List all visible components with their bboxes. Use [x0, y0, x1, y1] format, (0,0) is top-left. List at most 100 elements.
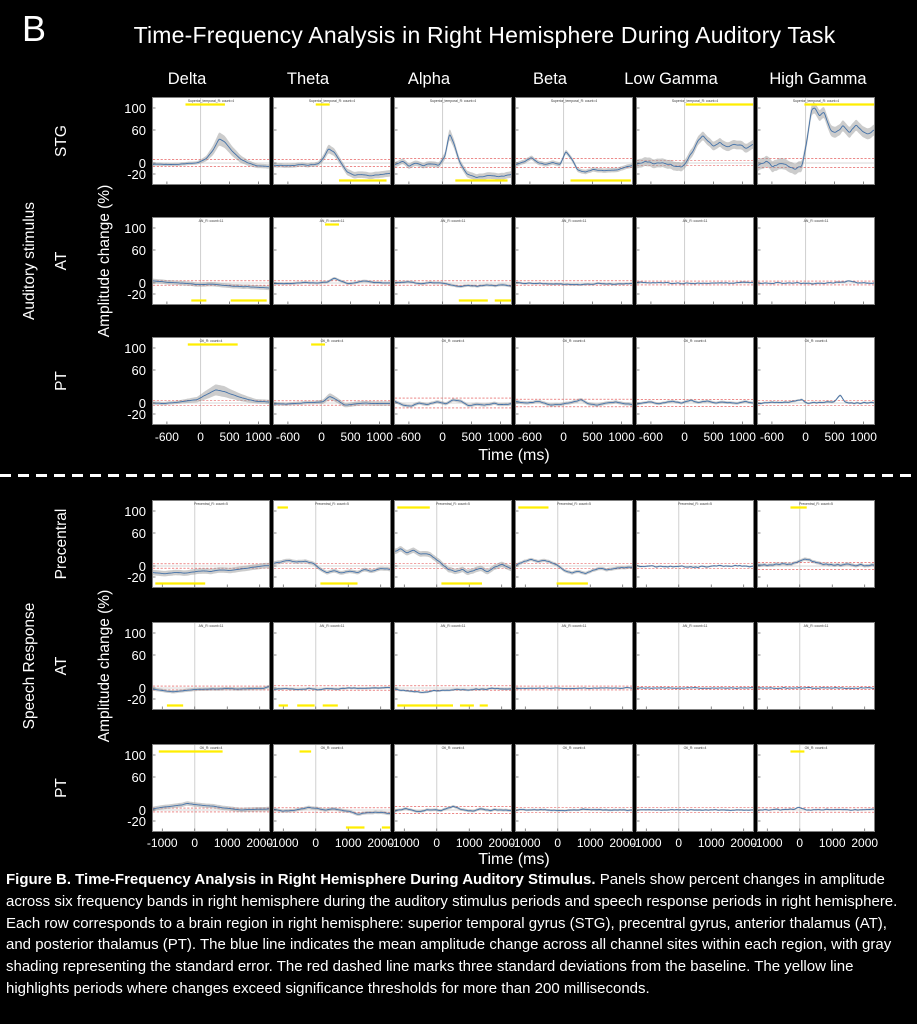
x-tick-label: -1000 [630, 836, 662, 850]
x-tick-label: 1000 [487, 430, 514, 444]
x-tick-label: -1000 [267, 836, 299, 850]
x-axis-label-speech: Time (ms) [478, 851, 550, 868]
x-tick-label: -600 [759, 430, 784, 444]
x-tick-label: 1000 [608, 430, 635, 444]
panel-title: Precentral_R: count=5 [678, 502, 712, 506]
column-header-low-gamma: Low Gamma [624, 70, 718, 88]
x-tick-label: 0 [802, 430, 809, 444]
y-tick-label: -20 [127, 814, 146, 829]
panel-speech-at-high-gamma: AN_R: count=11 [757, 622, 875, 710]
x-tick-label: 0 [318, 430, 325, 444]
row-label-speech-precentral: Precentral [53, 508, 70, 580]
y-tick-label: -20 [127, 570, 146, 585]
y-tick-label: 100 [124, 101, 146, 116]
panel-title: Superior_temporal_R: count=4 [430, 99, 476, 103]
y-tick-label: 0 [138, 276, 146, 291]
panel-speech-pt-beta: Otl_R: count=4 [515, 744, 633, 832]
x-tick-label: 1000 [245, 430, 272, 444]
x-tick-label: -1000 [388, 836, 420, 850]
x-tick-label: 0 [796, 836, 804, 850]
panel-auditory-stg-low-gamma: Superior_temporal_R: count=4 [636, 97, 754, 185]
panel-title: AN_R: count=11 [199, 219, 224, 223]
row-label-auditory-pt: PT [53, 371, 70, 391]
panel-auditory-pt-beta: Otl_R: count=4 [515, 337, 633, 425]
row-label-auditory-stg: STG [53, 125, 70, 157]
x-tick-label: 500 [824, 430, 845, 444]
panel-speech-at-beta: AN_R: count=11 [515, 622, 633, 710]
panel-speech-at-delta: AN_R: count=11 [152, 622, 270, 710]
y-tick-label: -20 [127, 287, 146, 302]
x-tick-label: -600 [154, 430, 179, 444]
panel-title: AN_R: count=11 [804, 624, 829, 628]
caption-text: Panels show percent changes in amplitude… [6, 871, 898, 997]
column-header-alpha: Alpha [407, 70, 451, 88]
panel-auditory-pt-low-gamma: Otl_R: count=4 [636, 337, 754, 425]
x-tick-label: -600 [517, 430, 542, 444]
row-label-speech-at: AT [53, 656, 70, 676]
y-tick-label: 100 [124, 221, 146, 236]
panel-speech-pt-high-gamma: Otl_R: count=4 [757, 744, 875, 832]
panel-title: Otl_R: count=4 [805, 746, 828, 750]
column-header-delta: Delta [167, 70, 207, 88]
panel-speech-precentral-beta: Precentral_R: count=5 [515, 500, 633, 588]
panel-speech-pt-theta: Otl_R: count=4 [273, 744, 391, 832]
y-tick-label: 0 [138, 396, 146, 411]
y-tick-label: 0 [138, 803, 146, 818]
panel-title: Superior_temporal_R: count=4 [309, 99, 355, 103]
panel-auditory-at-alpha: AN_R: count=11 [394, 217, 512, 305]
column-header-beta: Beta [533, 70, 567, 88]
panel-auditory-stg-theta: Superior_temporal_R: count=4 [273, 97, 391, 185]
panel-auditory-pt-high-gamma: Otl_R: count=4 [757, 337, 875, 425]
x-tick-label: 2000 [851, 836, 879, 850]
x-tick-label: -600 [275, 430, 300, 444]
panel-title: Otl_R: count=4 [563, 746, 586, 750]
x-tick-label: 2000 [367, 836, 395, 850]
panel-title: Superior_temporal_R: count=4 [672, 99, 718, 103]
panel-speech-pt-alpha: Otl_R: count=4 [394, 744, 512, 832]
x-tick-label: 2000 [730, 836, 758, 850]
x-axis-label-auditory: Time (ms) [478, 447, 550, 464]
x-tick-label: 1000 [697, 836, 725, 850]
y-tick-label: 0 [138, 156, 146, 171]
panel-title: Otl_R: count=4 [200, 746, 223, 750]
panel-speech-precentral-delta: Precentral_R: count=5 [152, 500, 270, 588]
x-tick-label: 0 [433, 836, 441, 850]
y-tick-label: 100 [124, 626, 146, 641]
panel-speech-at-low-gamma: AN_R: count=11 [636, 622, 754, 710]
y-tick-label: 100 [124, 504, 146, 519]
y-tick-label: 60 [131, 123, 146, 138]
y-tick-label: -20 [127, 407, 146, 422]
x-tick-label: 2000 [488, 836, 516, 850]
panel-title: AN_R: count=11 [441, 624, 466, 628]
panel-title: Otl_R: count=4 [563, 339, 586, 343]
panel-title: Otl_R: count=4 [200, 339, 223, 343]
x-tick-label: -1000 [509, 836, 541, 850]
panel-title: Otl_R: count=4 [805, 339, 828, 343]
panel-title: AN_R: count=11 [320, 219, 345, 223]
y-tick-label: -20 [127, 692, 146, 707]
x-tick-label: 0 [439, 430, 446, 444]
panel-speech-precentral-alpha: Precentral_R: count=5 [394, 500, 512, 588]
x-tick-label: 2000 [246, 836, 274, 850]
x-tick-label: 0 [681, 430, 688, 444]
x-tick-label: 1000 [850, 430, 877, 444]
panel-title: Otl_R: count=4 [442, 746, 465, 750]
panel-title: Otl_R: count=4 [321, 339, 344, 343]
figure-caption: Figure B. Time-Frequency Analysis in Rig… [6, 869, 912, 1000]
panel-speech-precentral-high-gamma: Precentral_R: count=5 [757, 500, 875, 588]
panel-title: Otl_R: count=4 [321, 746, 344, 750]
y-axis-label-speech: Amplitude change (%) [96, 589, 113, 743]
row-label-speech-pt: PT [53, 778, 70, 798]
y-tick-label: 100 [124, 341, 146, 356]
x-tick-label: 0 [560, 430, 567, 444]
x-tick-label: -1000 [146, 836, 178, 850]
panel-speech-precentral-low-gamma: Precentral_R: count=5 [636, 500, 754, 588]
y-tick-label: 60 [131, 648, 146, 663]
panel-title: Precentral_R: count=5 [436, 502, 470, 506]
panel-title: AN_R: count=11 [562, 624, 587, 628]
panel-title: AN_R: count=11 [320, 624, 345, 628]
x-tick-label: 500 [703, 430, 724, 444]
row-label-auditory-at: AT [53, 251, 70, 271]
x-tick-label: 1000 [213, 836, 241, 850]
